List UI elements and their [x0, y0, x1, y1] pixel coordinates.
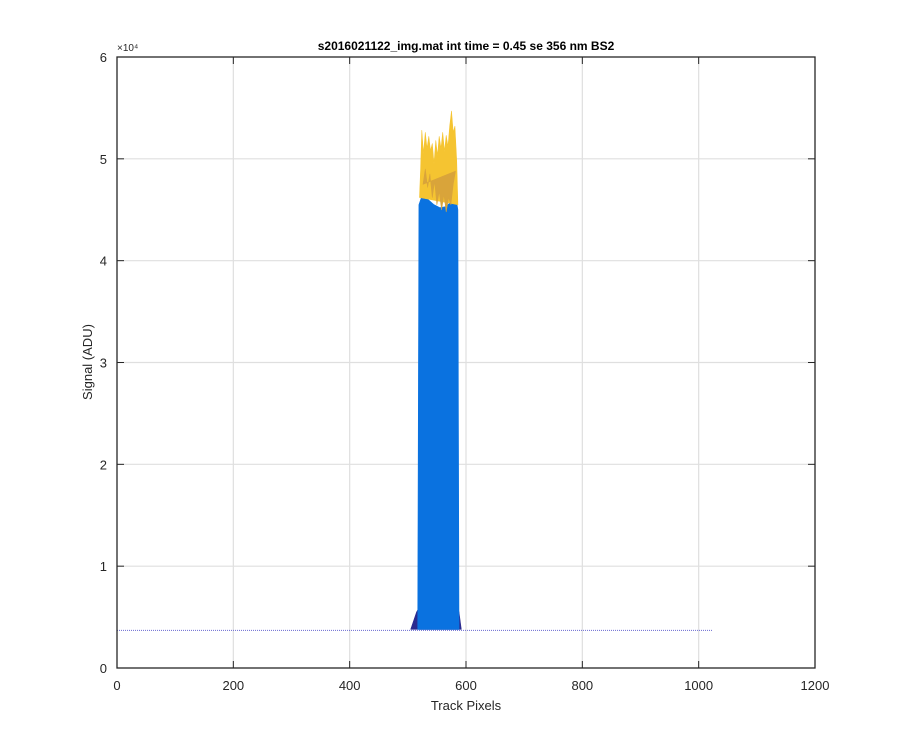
chart-title: s2016021122_img.mat int time = 0.45 se 3… — [318, 39, 615, 53]
y-tick-label: 3 — [100, 356, 107, 371]
y-tick-label: 2 — [100, 457, 107, 472]
x-tick-label: 200 — [222, 678, 244, 693]
y-tick-label: 0 — [100, 661, 107, 676]
y-tick-label: 4 — [100, 254, 107, 269]
x-tick-label: 0 — [113, 678, 120, 693]
y-axis-label: Signal (ADU) — [80, 324, 95, 400]
signal-series-6 — [422, 168, 456, 213]
x-axis-label: Track Pixels — [431, 698, 502, 713]
y-tick-label: 5 — [100, 152, 107, 167]
signal-series-4 — [417, 194, 460, 630]
x-tick-label: 400 — [339, 678, 361, 693]
y-tick-label: 1 — [100, 559, 107, 574]
series-layer — [117, 110, 713, 631]
y-exponent-label: ×10⁴ — [117, 43, 138, 54]
x-tick-label: 1200 — [801, 678, 830, 693]
ticks: 0 200 400 600 800 1000 1200 0 1 2 3 4 5 6 — [100, 50, 830, 693]
x-tick-label: 800 — [571, 678, 593, 693]
y-tick-label: 6 — [100, 50, 107, 65]
x-tick-label: 600 — [455, 678, 477, 693]
x-tick-label: 1000 — [684, 678, 713, 693]
grid — [117, 57, 815, 668]
